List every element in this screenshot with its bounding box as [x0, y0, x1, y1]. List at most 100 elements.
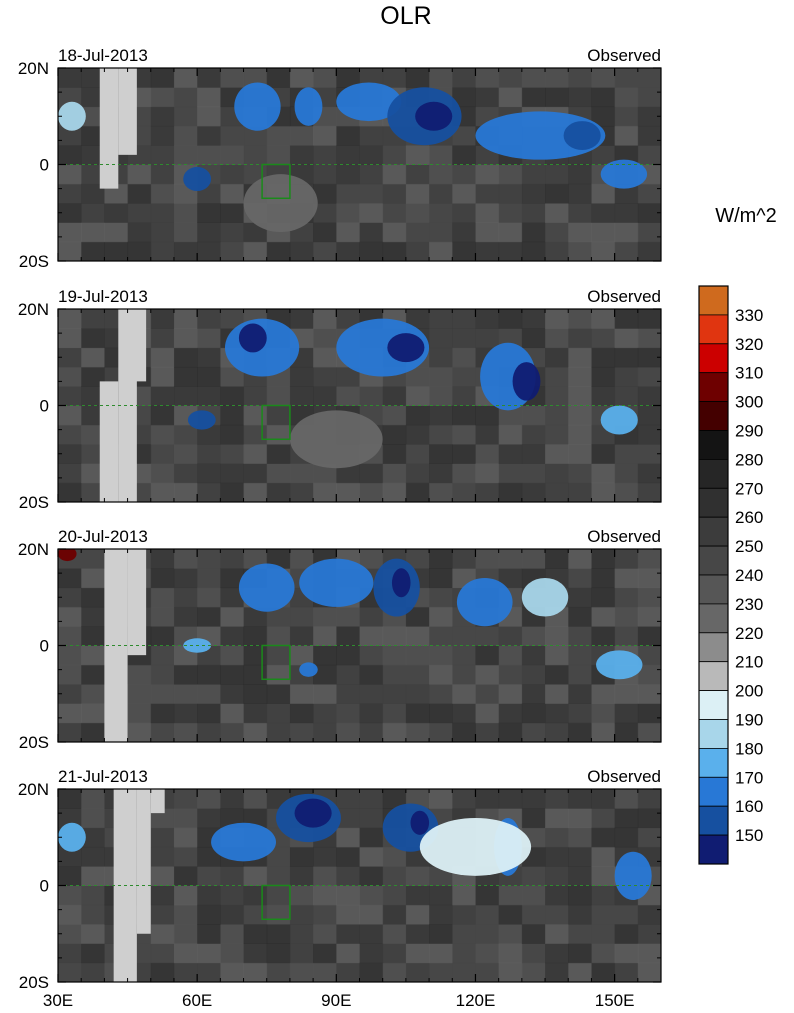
- field-cell: [150, 943, 175, 964]
- field-cell: [545, 924, 569, 944]
- field-cell: [405, 549, 430, 569]
- field-cell: [127, 222, 152, 243]
- field-cell: [173, 789, 198, 809]
- field-cell: [452, 943, 476, 964]
- panel-date: 18-Jul-2013: [58, 46, 148, 65]
- field-cell: [81, 684, 105, 704]
- field-cell: [521, 424, 546, 445]
- field-cell: [173, 587, 198, 608]
- field-cell: [591, 366, 616, 387]
- field-cell: [359, 962, 384, 982]
- field-cell: [313, 482, 337, 502]
- field-cell: [568, 366, 592, 387]
- field-cell: [429, 703, 453, 724]
- olr-feature: [391, 568, 411, 598]
- colorbar-label: 230: [735, 595, 763, 614]
- field-cell: [405, 943, 430, 964]
- field-cell: [173, 866, 198, 886]
- field-cell: [336, 626, 360, 646]
- field-cell: [173, 684, 198, 704]
- field-cell: [220, 703, 245, 724]
- olr-feature: [187, 410, 216, 430]
- field-cell: [405, 904, 430, 925]
- field-cell: [313, 68, 337, 88]
- field-cell: [359, 866, 384, 886]
- field-cell: [58, 164, 82, 185]
- missing-data: [136, 789, 151, 934]
- field-cell: [81, 924, 105, 944]
- colorbar-label: 170: [735, 768, 763, 787]
- colorbar-swatch: [698, 343, 729, 374]
- field-cell: [313, 328, 337, 349]
- olr-feature: [238, 563, 295, 612]
- field-cell: [336, 164, 360, 185]
- field-cell: [637, 684, 661, 704]
- field-cell: [637, 106, 661, 127]
- field-cell: [637, 347, 661, 368]
- field-cell: [173, 722, 198, 742]
- field-cell: [266, 664, 291, 685]
- field-cell: [58, 866, 82, 886]
- field-cell: [405, 241, 430, 261]
- field-cell: [197, 125, 221, 146]
- field-cell: [81, 366, 105, 387]
- field-cell: [475, 68, 500, 88]
- field-cell: [637, 626, 661, 646]
- field-cell: [452, 145, 476, 165]
- field-cell: [637, 241, 661, 261]
- field-cell: [382, 482, 407, 502]
- field-cell: [498, 87, 523, 108]
- field-cell: [521, 703, 546, 724]
- field-cell: [545, 943, 569, 964]
- field-cell: [266, 722, 291, 742]
- olr-feature: [614, 851, 652, 900]
- colorbar-swatch: [698, 776, 729, 807]
- field-cell: [313, 164, 337, 185]
- field-cell: [382, 722, 407, 742]
- field-cell: [197, 549, 221, 569]
- field-cell: [475, 164, 500, 185]
- colorbar-label: 290: [735, 422, 763, 441]
- field-cell: [243, 789, 268, 809]
- olr-feature: [243, 174, 318, 233]
- field-cell: [405, 386, 430, 406]
- field-cell: [173, 309, 198, 329]
- colorbar-label: 190: [735, 711, 763, 730]
- field-cell: [637, 87, 661, 108]
- field-cell: [637, 366, 661, 387]
- olr-feature: [238, 323, 267, 353]
- field-cell: [545, 444, 569, 464]
- field-cell: [266, 904, 291, 925]
- field-cell: [452, 444, 476, 464]
- field-cell: [429, 482, 453, 502]
- field-cell: [614, 684, 639, 704]
- field-cell: [173, 145, 198, 165]
- missing-data: [99, 381, 119, 502]
- field-cell: [498, 924, 523, 944]
- y-tick-label: 20N: [18, 59, 49, 78]
- field-cell: [452, 664, 476, 685]
- field-cell: [429, 183, 453, 204]
- olr-feature: [387, 333, 425, 363]
- olr-feature: [299, 558, 374, 607]
- field-cell: [475, 924, 500, 944]
- field-cell: [405, 606, 430, 627]
- field-cell: [591, 386, 616, 406]
- field-cell: [614, 203, 639, 223]
- field-cell: [197, 145, 221, 165]
- field-cell: [173, 703, 198, 724]
- field-cell: [614, 943, 639, 964]
- field-cell: [521, 183, 546, 204]
- field-cell: [568, 328, 592, 349]
- field-cell: [127, 241, 152, 261]
- field-cell: [614, 962, 639, 982]
- olr-feature: [415, 101, 453, 131]
- colorbar-swatch: [698, 748, 729, 778]
- field-cell: [591, 827, 616, 848]
- field-cell: [336, 183, 360, 204]
- field-cell: [429, 587, 453, 608]
- field-cell: [81, 568, 105, 589]
- field-cell: [58, 241, 82, 261]
- field-cell: [359, 722, 384, 742]
- field-cell: [336, 924, 360, 944]
